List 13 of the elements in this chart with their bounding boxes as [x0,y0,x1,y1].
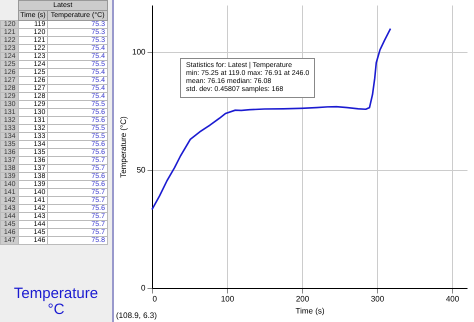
y-tick-label: 0 [141,284,146,292]
text: Temperature °C [12,285,100,318]
x-tick-label: 400 [446,294,460,304]
y-axis-title: Temperature (°C) [119,116,128,178]
x-tick-label: 0 [152,294,158,304]
x-tick-label: 100 [220,294,235,304]
y-tick-label: 50 [136,166,146,175]
x-tick-label: 200 [296,294,310,304]
text: (108.9, 6.3) [116,311,157,320]
x-tick-label: 300 [370,294,385,304]
x-axis-title: Time (s) [295,306,325,316]
line-series [151,28,392,210]
y-tick-label: 100 [132,48,146,57]
